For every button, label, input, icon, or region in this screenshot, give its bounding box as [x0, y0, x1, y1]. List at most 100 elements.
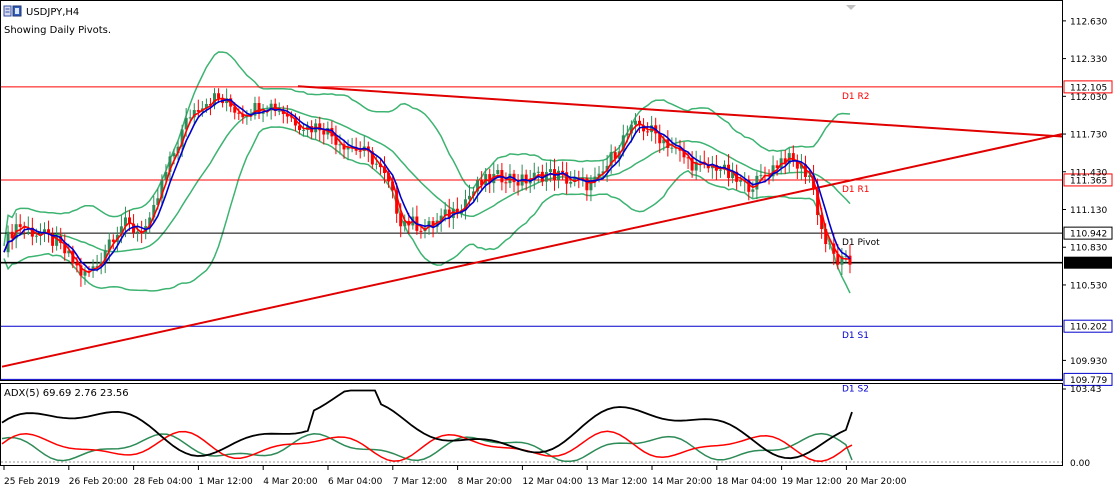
candle [383, 156, 386, 184]
candle [132, 214, 136, 238]
candle [79, 257, 83, 287]
adx-scale-bottom: 0.00 [1070, 459, 1090, 469]
symbol-icon [12, 5, 22, 17]
candle [561, 161, 565, 180]
candle [504, 172, 508, 194]
pivot-label-r1: D1 R1 [842, 185, 870, 195]
candle [548, 159, 552, 183]
bb-lower-line [3, 126, 851, 294]
candle [621, 124, 625, 157]
candle [844, 250, 848, 263]
candle [650, 115, 654, 142]
main-chart-frame [0, 0, 1063, 381]
pivot-label-s1: D1 S1 [842, 331, 869, 341]
candle [605, 154, 609, 183]
candle [302, 122, 306, 137]
time-tick-label: 25 Feb 2019 [4, 477, 60, 487]
support-trendline[interactable] [1, 133, 1063, 368]
candle [192, 103, 196, 124]
candle [601, 160, 605, 181]
candle [168, 151, 172, 182]
trendlines[interactable] [1, 85, 1063, 368]
adx-scale-top: 103.43 [1070, 385, 1102, 395]
candle [775, 160, 779, 176]
pivot-price-r2: 112.105 [1070, 83, 1107, 93]
candle [771, 155, 775, 182]
bb-upper-line [3, 51, 851, 247]
plus-di-line [1, 432, 853, 463]
pivot-label-s2: D1 S2 [842, 384, 869, 394]
window-menu-icon[interactable] [3, 5, 12, 17]
pivot-price-tag-pivot [1063, 226, 1113, 240]
candle [480, 171, 484, 191]
moving-averages [3, 97, 851, 274]
candle [516, 174, 520, 196]
candle [111, 234, 115, 250]
time-axis: 25 Feb 2019 26 Feb 20:00 28 Feb 04:00 1 Mar… [3, 466, 907, 487]
price-tick-label: 111.130 [1070, 206, 1107, 216]
candle [273, 98, 277, 117]
price-tick-label: 112.330 [1070, 55, 1107, 65]
pivot-info-text: Showing Daily Pivots. [4, 25, 111, 36]
current-price-tag [1064, 256, 1112, 269]
time-tick-label: 6 Mar 04:00 [328, 477, 383, 487]
price-tick-label: 109.930 [1070, 357, 1107, 367]
candle [585, 174, 589, 201]
candle [613, 146, 617, 164]
time-tick-label: 20 Mar 20:00 [846, 477, 906, 487]
pivot-label-pivot: D1 Pivot [842, 238, 880, 248]
adx-indicator: 103.43 0.00 [1, 385, 1102, 469]
price-tick-label: 111.430 [1070, 168, 1107, 178]
indicator-frame [0, 383, 1063, 466]
candle [544, 162, 548, 191]
candle [334, 125, 338, 155]
adx-line [1, 389, 853, 460]
price-tick-label: 110.830 [1070, 244, 1107, 254]
pivot-label-r2: D1 R2 [842, 92, 870, 102]
candle [51, 227, 55, 253]
time-tick-label: 12 Mar 04:00 [522, 477, 582, 487]
candle [795, 154, 799, 180]
candle [593, 167, 597, 188]
time-tick-label: 13 Mar 12:00 [587, 477, 647, 487]
candle [387, 168, 391, 188]
candle [148, 212, 152, 234]
time-tick-label: 18 Mar 04:00 [717, 477, 777, 487]
price-tick-label: 111.730 [1070, 131, 1107, 141]
candle [257, 96, 261, 120]
pivot-lines: D1 R2 112.105 D1 R1 111.365 D1 Pivot 110.942 D… [1, 80, 1113, 394]
candle [565, 162, 569, 195]
scroll-marker-icon[interactable] [846, 5, 856, 10]
candle [791, 145, 795, 167]
candle [747, 175, 751, 201]
candle [10, 223, 14, 250]
pivot-price-s2: 109.779 [1070, 376, 1107, 386]
time-tick-label: 19 Mar 12:00 [782, 477, 842, 487]
time-tick-label: 1 Mar 12:00 [198, 477, 253, 487]
price-tick-label: 110.530 [1070, 281, 1107, 291]
time-tick-label: 7 Mar 12:00 [393, 477, 448, 487]
candle [395, 182, 399, 223]
price-tick-label: 112.630 [1070, 17, 1107, 27]
candle [694, 150, 698, 180]
resistance-trendline[interactable] [297, 85, 1063, 138]
bb-middle-line [3, 107, 851, 253]
candle [63, 234, 67, 261]
time-tick-label: 28 Feb 04:00 [134, 477, 193, 487]
candle [658, 124, 662, 154]
candle [759, 164, 763, 181]
pivot-price-tag-r2 [1063, 80, 1113, 94]
candle [419, 225, 423, 239]
candle [589, 175, 593, 202]
candle [217, 88, 221, 103]
candle [253, 96, 257, 120]
ma-slow-line [3, 98, 851, 271]
pivot-price-s1: 110.202 [1070, 323, 1107, 333]
price-tick-label: 112.030 [1070, 93, 1107, 103]
candle [322, 122, 326, 145]
candle [346, 139, 350, 161]
time-tick-label: 8 Mar 20:00 [458, 477, 513, 487]
candle [463, 189, 467, 220]
candle [455, 197, 459, 219]
